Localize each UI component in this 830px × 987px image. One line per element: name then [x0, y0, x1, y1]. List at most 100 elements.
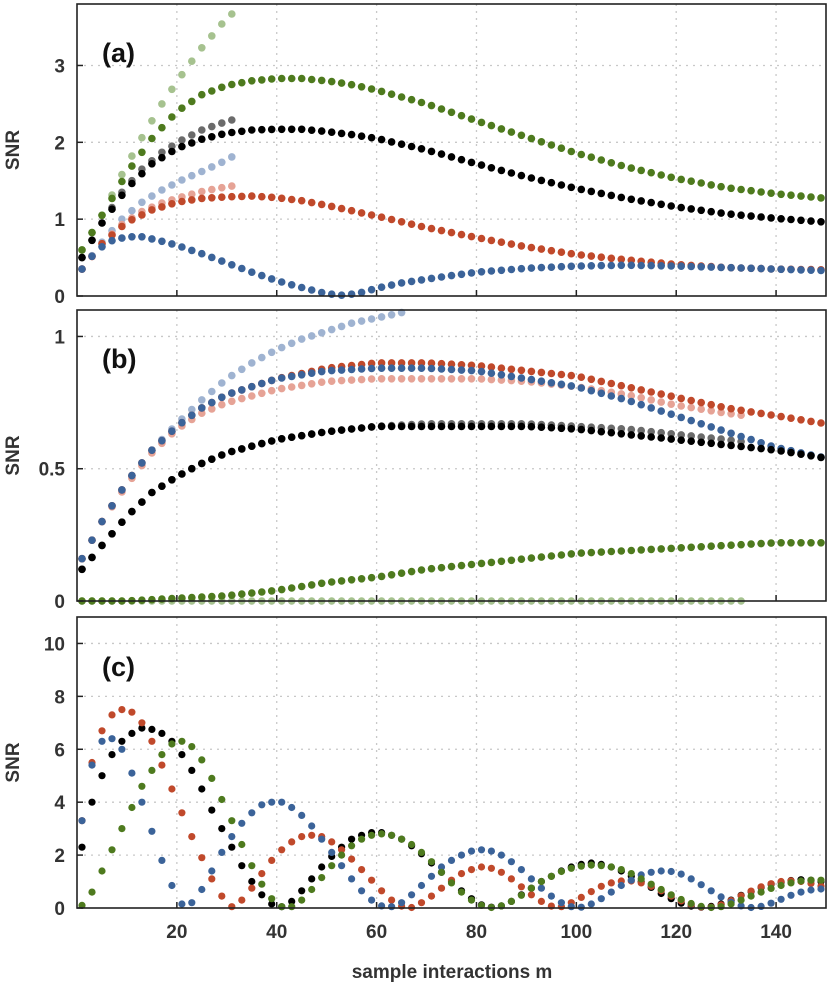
data-point [188, 899, 196, 907]
data-point [527, 174, 536, 182]
data-point [467, 269, 476, 277]
data-point [337, 79, 346, 87]
data-point [467, 361, 476, 370]
data-point [238, 192, 246, 201]
data-point [258, 439, 266, 448]
data-point [228, 80, 236, 89]
data-point [617, 547, 626, 555]
data-point [138, 169, 146, 178]
y-tick-label: 0 [54, 287, 65, 308]
data-point [258, 801, 266, 809]
data-point [557, 370, 566, 379]
data-point [527, 554, 536, 562]
data-point [397, 140, 406, 148]
data-point [567, 382, 576, 390]
data-point [178, 142, 186, 151]
data-point [697, 405, 705, 414]
data-point [128, 507, 136, 516]
data-point [687, 437, 695, 446]
data-point [188, 411, 196, 420]
data-point [208, 455, 216, 464]
data-point [787, 215, 795, 224]
data-point [277, 384, 286, 393]
data-point [387, 281, 396, 289]
data-point [267, 376, 276, 385]
data-point [577, 373, 586, 382]
panel-label: (a) [102, 38, 135, 68]
data-point [318, 835, 326, 843]
data-point [347, 319, 356, 328]
plot-frame [76, 616, 827, 909]
data-point [98, 517, 106, 526]
data-point [437, 150, 446, 158]
data-point [467, 896, 476, 904]
data-point [358, 866, 366, 874]
data-point [637, 386, 645, 394]
data-point [717, 263, 725, 272]
data-point [727, 541, 735, 549]
data-point [787, 448, 795, 457]
data-point [527, 134, 536, 143]
data-point [348, 835, 356, 843]
series-green [78, 737, 825, 912]
data-point [377, 213, 386, 221]
data-point [637, 400, 645, 409]
data-point [517, 891, 526, 899]
data-point [427, 274, 436, 283]
data-point [337, 376, 346, 385]
data-point [537, 263, 546, 272]
data-point [377, 283, 386, 292]
data-point [238, 896, 246, 904]
data-point [307, 581, 316, 589]
data-point [348, 875, 356, 883]
data-point [138, 719, 146, 727]
data-point [587, 153, 596, 161]
data-point [78, 265, 86, 273]
data-point [667, 430, 675, 438]
data-point [807, 886, 815, 894]
data-point [667, 173, 675, 182]
data-point [78, 246, 86, 254]
data-point [417, 848, 426, 857]
data-point [228, 371, 236, 380]
data-point [747, 887, 755, 895]
data-point [208, 163, 216, 171]
data-point [78, 253, 86, 262]
data-point [88, 888, 96, 896]
data-point [747, 443, 755, 452]
data-point [557, 144, 566, 152]
data-point [357, 365, 366, 373]
data-point [367, 375, 376, 383]
data-point [148, 827, 156, 835]
data-point [537, 176, 546, 185]
data-point [457, 851, 466, 859]
data-point [118, 745, 126, 753]
data-point [128, 206, 136, 215]
series-blue [78, 364, 825, 563]
data-point [597, 548, 606, 556]
panel-b: 0 0.5 1 SNR (b) [3, 308, 827, 613]
data-point [517, 366, 526, 375]
data-point [328, 848, 336, 857]
data-point [398, 835, 406, 843]
data-point [557, 181, 566, 189]
data-point [487, 422, 496, 431]
data-point [517, 171, 526, 180]
data-point [228, 397, 236, 406]
data-point [587, 900, 595, 908]
data-point [787, 879, 795, 887]
data-point [258, 76, 266, 84]
data-point [218, 20, 226, 28]
data-point [627, 397, 636, 406]
data-point [317, 367, 326, 376]
data-point [377, 364, 386, 373]
data-point [737, 442, 745, 451]
data-point [767, 411, 775, 419]
data-point [487, 558, 496, 567]
data-point [617, 193, 626, 202]
data-point [287, 433, 296, 442]
data-point [327, 77, 336, 86]
data-point [228, 843, 236, 851]
data-point [307, 369, 316, 378]
data-point [128, 803, 136, 812]
